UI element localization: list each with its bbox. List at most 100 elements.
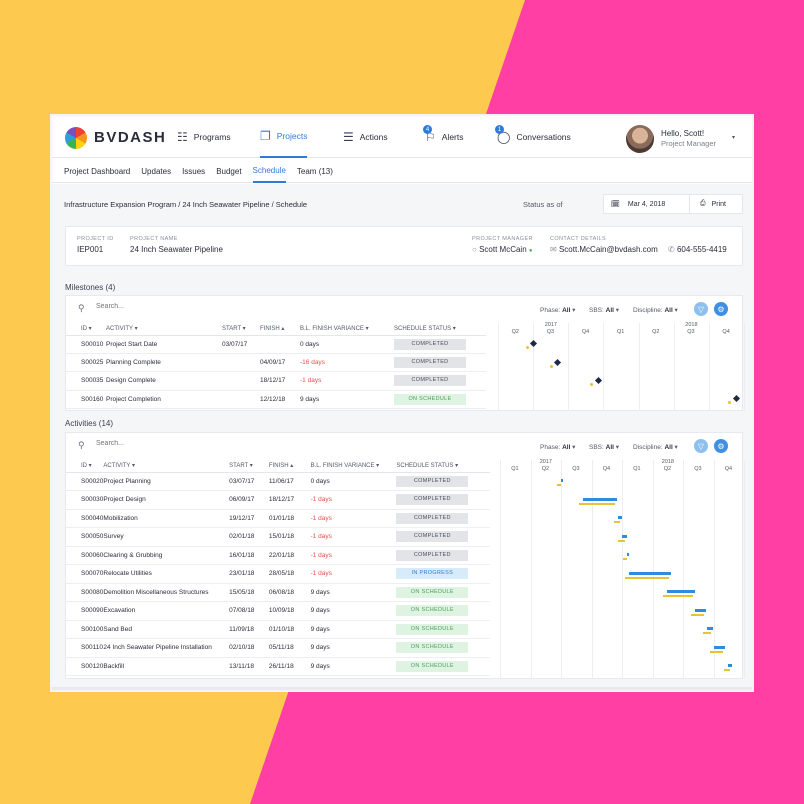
cell-start: 13/11/18 bbox=[229, 657, 269, 676]
col-activity[interactable]: ACTIVITY ▾ bbox=[103, 460, 230, 473]
cell-finish: 18/12/17 bbox=[260, 371, 300, 391]
cell-id: S00120 bbox=[66, 657, 104, 676]
tab-project-dashboard[interactable]: Project Dashboard bbox=[64, 166, 131, 176]
chevron-down-icon[interactable]: ▾ bbox=[732, 135, 736, 141]
app-window: BVDASH ☷ Programs ❐ Projects ☰ Actions ⚐… bbox=[52, 116, 752, 690]
col-activity[interactable]: ACTIVITY ▾ bbox=[106, 323, 222, 336]
filter-sbs[interactable]: SBS: All ▾ bbox=[589, 444, 620, 451]
contact-phone[interactable]: ✆ 604-555-4419 bbox=[668, 245, 727, 254]
cell-start: 23/01/18 bbox=[229, 564, 269, 584]
nav-alerts[interactable]: ⚐ 4 Alerts bbox=[423, 116, 464, 158]
gantt-quarter-label: Q4 bbox=[602, 466, 611, 472]
gantt-activity-bar[interactable] bbox=[561, 479, 564, 483]
cell-activity: Clearing & Grubbing bbox=[103, 546, 230, 565]
gear-icon[interactable]: ⚙ bbox=[714, 302, 728, 316]
nav-projects[interactable]: ❐ Projects bbox=[260, 116, 308, 158]
gantt-activity-bar[interactable] bbox=[627, 553, 629, 557]
filter-funnel-icon[interactable]: ▽ bbox=[694, 302, 708, 316]
gantt-quarter-label: Q3 bbox=[687, 329, 695, 335]
gantt-activity-bar[interactable] bbox=[666, 590, 695, 594]
gantt-gridline bbox=[708, 323, 710, 411]
cell-finish: 26/11/18 bbox=[268, 657, 311, 676]
contact-email[interactable]: ✉ Scott.McCain@bvdash.com bbox=[550, 245, 658, 254]
filter-discipline[interactable]: Discipline: All ▾ bbox=[633, 307, 678, 314]
gantt-activity-bar[interactable] bbox=[727, 664, 732, 668]
cell-variance: 0 days bbox=[310, 472, 397, 491]
cell-start: 07/08/18 bbox=[229, 601, 269, 621]
tab-team[interactable]: Team (13) bbox=[296, 166, 333, 176]
nav-actions[interactable]: ☰ Actions bbox=[343, 116, 388, 158]
col-status[interactable]: SCHEDULE STATUS ▾ bbox=[396, 460, 490, 473]
gantt-activity-bar[interactable] bbox=[694, 608, 707, 612]
col-variance[interactable]: B.L. FINISH VARIANCE ▾ bbox=[300, 323, 394, 336]
col-finish[interactable]: FINISH ▴ bbox=[268, 460, 311, 473]
table-row[interactable]: S00120 Backfill 13/11/18 26/11/18 9 days ON S… bbox=[66, 657, 490, 676]
filter-phase[interactable]: Phase: All ▾ bbox=[540, 307, 576, 314]
gear-icon[interactable]: ⚙ bbox=[714, 439, 728, 453]
table-row[interactable]: S00035 Design Complete 18/12/17 -1 days COMP… bbox=[66, 371, 486, 391]
filter-sbs[interactable]: SBS: All ▾ bbox=[589, 307, 620, 314]
cell-activity: Sand Bed bbox=[103, 620, 230, 639]
col-finish[interactable]: FINISH ▴ bbox=[260, 323, 300, 336]
brand-logo-icon[interactable] bbox=[65, 127, 87, 149]
gantt-year-label: 2017 bbox=[544, 322, 557, 328]
cell-finish: 06/08/18 bbox=[268, 583, 311, 602]
table-row[interactable]: S00030 Project Design 06/09/17 18/12/17 -1 d… bbox=[66, 490, 490, 510]
brand-name[interactable]: BVDASH bbox=[94, 129, 167, 146]
cell-status: COMPLETED bbox=[394, 353, 486, 373]
table-row[interactable]: S00050 Survey 02/01/18 15/01/18 -1 days COMPL… bbox=[66, 527, 490, 547]
col-status[interactable]: SCHEDULE STATUS ▾ bbox=[394, 323, 486, 336]
table-row[interactable]: S00070 Relocate Utilities 23/01/18 28/05/18… bbox=[66, 564, 490, 584]
col-id[interactable]: ID ▾ bbox=[66, 323, 106, 336]
table-row[interactable]: S00020 Project Planning 03/07/17 11/06/17 0 … bbox=[66, 472, 490, 491]
activities-search-input[interactable] bbox=[96, 440, 296, 447]
table-row[interactable]: S00040 Mobilization 19/12/17 01/01/18 -1 day… bbox=[66, 509, 490, 528]
project-manager-value[interactable]: ○ Scott McCain ● bbox=[472, 245, 533, 254]
table-row[interactable]: S00010 Project Start Date 03/07/17 0 days CO… bbox=[66, 335, 486, 354]
filter-value: All bbox=[605, 444, 614, 451]
gantt-baseline-marker bbox=[590, 383, 594, 386]
cell-status: ON SCHEDULE bbox=[394, 390, 486, 410]
cell-variance: 9 days bbox=[310, 583, 397, 602]
table-row[interactable]: S00080 Demolition Miscellaneous Structure… bbox=[66, 583, 490, 602]
gantt-gridline bbox=[568, 323, 570, 411]
table-row[interactable]: S00060 Clearing & Grubbing 16/01/18 22/01/1… bbox=[66, 546, 490, 565]
table-row[interactable]: S00025 Planning Complete 04/09/17 -16 days C… bbox=[66, 353, 486, 373]
avatar[interactable] bbox=[626, 125, 654, 153]
tab-schedule[interactable]: Schedule bbox=[252, 159, 286, 183]
gantt-activity-bar[interactable] bbox=[713, 645, 725, 649]
table-row[interactable]: S00100 Sand Bed 11/09/18 01/10/18 9 days ON S… bbox=[66, 620, 490, 639]
tab-issues[interactable]: Issues bbox=[182, 166, 206, 176]
table-row[interactable]: S00110 24 Inch Seawater Pipeline Installa… bbox=[66, 638, 490, 658]
gantt-baseline-bar bbox=[709, 650, 723, 653]
nav-programs[interactable]: ☷ Programs bbox=[177, 116, 231, 158]
cell-start: 03/07/17 bbox=[222, 335, 260, 354]
filter-phase[interactable]: Phase: All ▾ bbox=[540, 444, 576, 451]
filter-discipline[interactable]: Discipline: All ▾ bbox=[633, 444, 678, 451]
tab-updates[interactable]: Updates bbox=[141, 166, 172, 176]
col-variance[interactable]: B.L. FINISH VARIANCE ▾ bbox=[310, 460, 397, 473]
col-label: B.L. FINISH VARIANCE bbox=[310, 463, 375, 470]
gantt-activity-bar[interactable] bbox=[706, 627, 714, 631]
gantt-activity-bar[interactable] bbox=[629, 571, 672, 575]
gantt-activity-bar[interactable] bbox=[622, 534, 627, 538]
cell-id: S00100 bbox=[66, 620, 104, 639]
table-row[interactable]: S00160 Project Completion 12/12/18 9 days ON… bbox=[66, 390, 486, 410]
gantt-activity-bar[interactable] bbox=[582, 497, 618, 501]
cell-variance: 9 days bbox=[310, 620, 397, 639]
col-start[interactable]: START ▾ bbox=[229, 460, 269, 473]
gantt-activity-bar[interactable] bbox=[617, 516, 622, 520]
tab-budget[interactable]: Budget bbox=[216, 166, 242, 176]
filter-funnel-icon[interactable]: ▽ bbox=[694, 439, 708, 453]
col-start[interactable]: START ▾ bbox=[222, 323, 260, 336]
gantt-gridline bbox=[683, 460, 684, 678]
gantt-gridline bbox=[591, 460, 593, 678]
milestones-search-input[interactable] bbox=[96, 303, 296, 310]
col-id[interactable]: ID ▾ bbox=[66, 460, 104, 473]
table-row[interactable]: S00090 Excavation 07/08/18 10/09/18 9 days ON… bbox=[66, 601, 490, 621]
gantt-quarter-label: Q3 bbox=[546, 329, 555, 335]
print-button[interactable]: ⎙ Print bbox=[689, 194, 743, 214]
gantt-baseline-bar bbox=[690, 613, 705, 616]
nav-conversations[interactable]: ◯ 1 Conversations bbox=[495, 116, 571, 158]
cell-activity: Project Start Date bbox=[106, 335, 222, 354]
